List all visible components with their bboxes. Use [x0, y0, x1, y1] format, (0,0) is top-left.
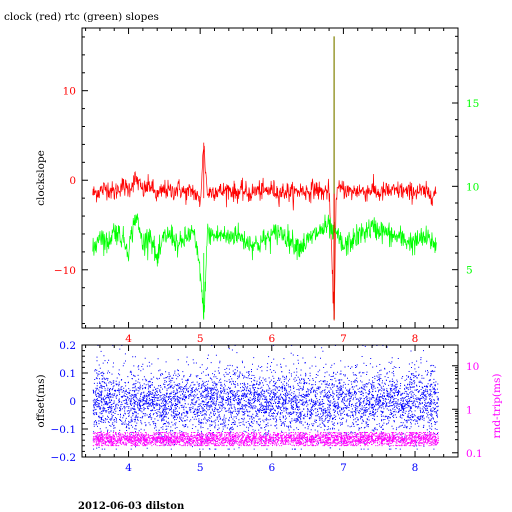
y-tick-label: 0 — [69, 396, 76, 408]
clock-rtc-slope-plot: 4 5 6 7 8 −10 0 10 5 10 15 — [54, 27, 479, 345]
y-tick-label: 10 — [63, 86, 76, 98]
footer-caption: 2012-06-03 dilston — [78, 501, 185, 512]
x-tick-label: 5 — [197, 462, 204, 474]
x-tick-label: 8 — [412, 462, 419, 474]
x-tick-label: 7 — [340, 462, 347, 474]
y-tick-label: −10 — [54, 265, 76, 277]
y-right-tick-label: 10 — [466, 181, 479, 193]
bottom-plot-series — [92, 345, 439, 450]
y-right-tick-label: 0.1 — [466, 448, 483, 460]
y-tick-label: 0.1 — [59, 368, 76, 380]
bottom-y-axis-right-label: rnd-trip(ms) — [491, 374, 503, 439]
x-tick-label: 8 — [412, 333, 419, 345]
y-right-tick-label: 1 — [466, 404, 473, 416]
x-tick-label: 6 — [268, 462, 275, 474]
top-y-axis-label: clockslope — [35, 150, 47, 206]
y-tick-label: −0.1 — [51, 424, 77, 436]
bottom-y-axis-label: offset(ms) — [35, 374, 47, 427]
series-line-rtc — [92, 213, 437, 319]
offset-roundtrip-plot: 4 5 6 7 8 −0.2 −0.1 0 0.1 0.2 0.1 1 10 — [51, 340, 483, 474]
x-tick-label: 4 — [125, 333, 132, 345]
y-tick-label: −0.2 — [51, 452, 77, 464]
top-plot-series — [92, 36, 437, 321]
y-right-tick-label: 5 — [466, 265, 473, 277]
y-tick-label: 0.2 — [59, 340, 76, 352]
x-tick-label: 7 — [340, 333, 347, 345]
top-plot-axes: 4 5 6 7 8 −10 0 10 5 10 15 — [54, 28, 479, 345]
top-plot-frame — [81, 27, 459, 329]
chart-title: clock (red) rtc (green) slopes — [4, 11, 159, 23]
bottom-plot-axes: 4 5 6 7 8 −0.2 −0.1 0 0.1 0.2 0.1 1 10 — [51, 340, 483, 474]
y-tick-label: 0 — [69, 175, 76, 187]
roundtrip-scatter-points — [92, 432, 439, 447]
x-tick-label: 6 — [268, 333, 275, 345]
y-right-tick-label: 10 — [466, 361, 479, 373]
offset-scatter-points — [92, 345, 439, 450]
series-line-clock — [92, 145, 437, 321]
x-tick-label: 5 — [197, 333, 204, 345]
x-tick-label: 4 — [125, 462, 132, 474]
y-right-tick-label: 15 — [466, 98, 479, 110]
